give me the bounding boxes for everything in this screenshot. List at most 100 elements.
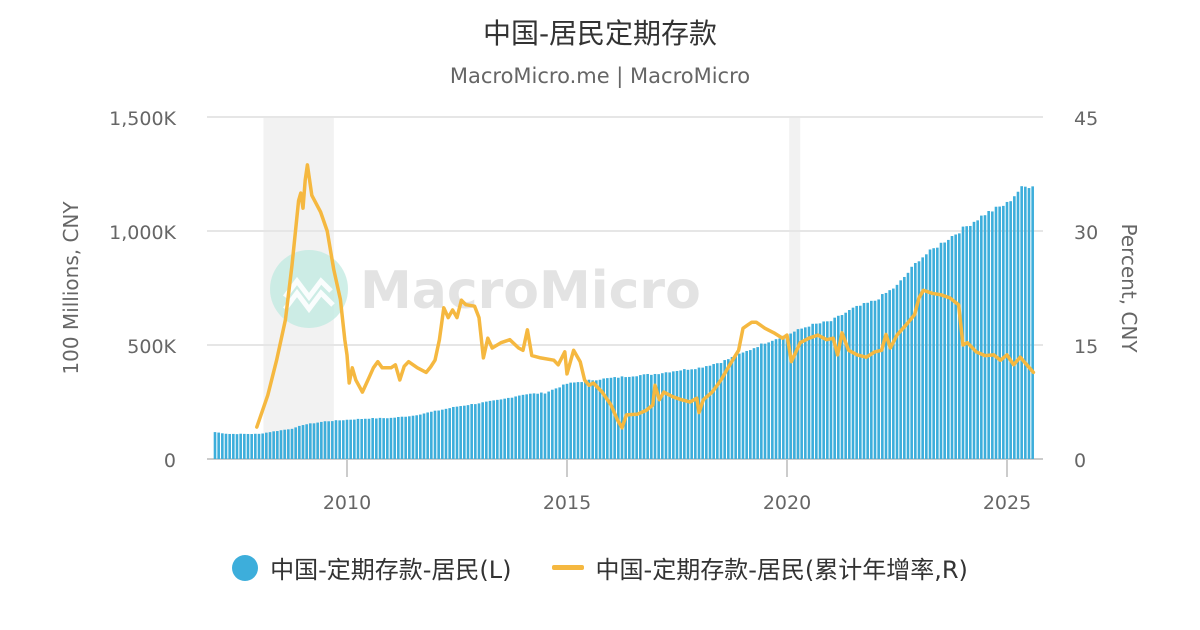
bar[interactable] — [628, 376, 631, 459]
bar[interactable] — [1031, 186, 1034, 459]
bar[interactable] — [481, 402, 484, 459]
bar[interactable] — [734, 356, 737, 459]
bar[interactable] — [991, 211, 994, 459]
bar[interactable] — [606, 378, 609, 459]
bar[interactable] — [752, 348, 756, 459]
bar[interactable] — [437, 410, 440, 459]
bar[interactable] — [562, 384, 565, 459]
bar[interactable] — [268, 432, 272, 459]
bar[interactable] — [514, 396, 517, 459]
bar[interactable] — [947, 239, 950, 459]
bar[interactable] — [224, 433, 228, 459]
bar[interactable] — [921, 257, 924, 459]
bar[interactable] — [345, 419, 349, 459]
bar[interactable] — [686, 369, 690, 459]
bar[interactable] — [998, 206, 1001, 459]
bar[interactable] — [510, 397, 514, 459]
bar[interactable] — [573, 382, 576, 459]
bar[interactable] — [774, 339, 778, 459]
bar[interactable] — [294, 427, 297, 459]
bar[interactable] — [547, 391, 550, 459]
bar[interactable] — [360, 418, 363, 459]
bar[interactable] — [470, 404, 473, 459]
bar[interactable] — [620, 376, 624, 459]
bar[interactable] — [763, 343, 767, 459]
bar[interactable] — [870, 300, 873, 459]
bar[interactable] — [650, 374, 653, 459]
bar[interactable] — [642, 374, 646, 459]
bar[interactable] — [521, 394, 525, 459]
bar[interactable] — [455, 406, 459, 459]
bar[interactable] — [675, 371, 679, 459]
bar[interactable] — [580, 382, 583, 459]
bar[interactable] — [881, 294, 884, 459]
bar[interactable] — [551, 389, 554, 459]
bar[interactable] — [708, 365, 712, 459]
bar[interactable] — [565, 383, 569, 459]
bar[interactable] — [760, 343, 763, 459]
bar[interactable] — [327, 421, 330, 459]
bar[interactable] — [932, 248, 935, 459]
bar[interactable] — [976, 220, 979, 459]
bar[interactable] — [356, 418, 360, 459]
bar[interactable] — [928, 249, 932, 459]
bar[interactable] — [892, 288, 895, 459]
bar[interactable] — [668, 372, 671, 459]
bar[interactable] — [393, 417, 396, 459]
bar[interactable] — [411, 415, 415, 459]
bar[interactable] — [683, 369, 686, 459]
bar[interactable] — [239, 433, 242, 459]
bar[interactable] — [994, 206, 998, 459]
bar[interactable] — [569, 382, 572, 459]
bar[interactable] — [518, 395, 521, 459]
bar[interactable] — [1005, 201, 1009, 460]
bar[interactable] — [477, 403, 481, 459]
bar[interactable] — [532, 393, 536, 459]
bar[interactable] — [272, 431, 275, 459]
bar[interactable] — [811, 323, 814, 459]
bar[interactable] — [771, 340, 774, 459]
bar[interactable] — [540, 392, 543, 459]
bar[interactable] — [496, 399, 499, 459]
bar[interactable] — [800, 328, 803, 459]
bar[interactable] — [371, 417, 374, 459]
bar[interactable] — [738, 353, 741, 459]
bar[interactable] — [767, 342, 770, 459]
bar[interactable] — [917, 261, 921, 459]
bar[interactable] — [859, 305, 862, 459]
bar[interactable] — [903, 276, 906, 459]
bar[interactable] — [972, 221, 976, 459]
bar[interactable] — [785, 334, 789, 459]
bar[interactable] — [488, 400, 492, 459]
bar[interactable] — [987, 211, 990, 459]
bar[interactable] — [906, 272, 910, 459]
bar[interactable] — [877, 299, 880, 459]
bar[interactable] — [664, 372, 668, 459]
bar[interactable] — [639, 375, 642, 459]
bar[interactable] — [1020, 186, 1023, 460]
bar[interactable] — [430, 411, 433, 459]
bar[interactable] — [235, 434, 239, 459]
bar[interactable] — [661, 373, 664, 459]
bar[interactable] — [653, 373, 657, 459]
bar[interactable] — [353, 419, 356, 459]
bar[interactable] — [452, 406, 455, 459]
bar[interactable] — [408, 416, 411, 459]
bar[interactable] — [822, 321, 825, 459]
bar[interactable] — [1027, 188, 1031, 459]
bar[interactable] — [848, 310, 851, 459]
legend-item-deposits[interactable]: 中国-定期存款-居民(L) — [232, 550, 512, 585]
bar[interactable] — [1016, 191, 1020, 459]
bar[interactable] — [958, 233, 961, 459]
bar[interactable] — [705, 366, 708, 459]
bar[interactable] — [389, 417, 393, 459]
bar[interactable] — [331, 421, 334, 459]
bar[interactable] — [309, 423, 312, 459]
bar[interactable] — [576, 382, 580, 459]
bar[interactable] — [950, 236, 954, 459]
bar[interactable] — [441, 409, 444, 459]
bar[interactable] — [826, 321, 829, 459]
bar[interactable] — [804, 327, 807, 459]
bar[interactable] — [386, 418, 389, 459]
bar[interactable] — [741, 352, 745, 459]
